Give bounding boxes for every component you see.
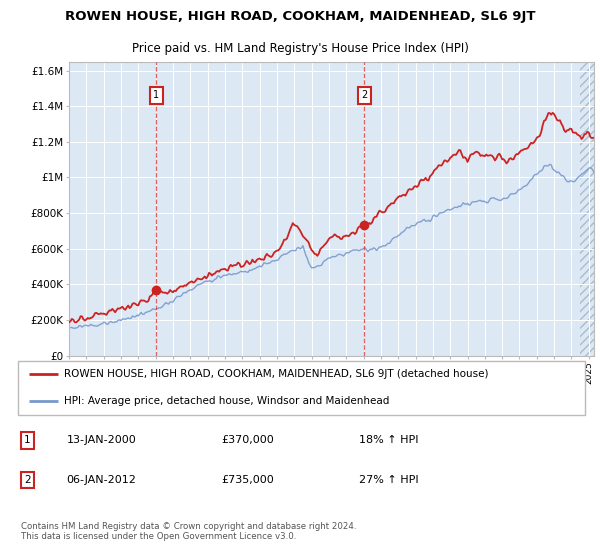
Text: HPI: Average price, detached house, Windsor and Maidenhead: HPI: Average price, detached house, Wind… (64, 396, 389, 407)
Text: Contains HM Land Registry data © Crown copyright and database right 2024.
This d: Contains HM Land Registry data © Crown c… (21, 522, 356, 542)
Text: 13-JAN-2000: 13-JAN-2000 (67, 435, 136, 445)
Text: 2: 2 (24, 475, 31, 485)
Text: 06-JAN-2012: 06-JAN-2012 (67, 475, 136, 485)
Text: 1: 1 (24, 435, 31, 445)
Text: ROWEN HOUSE, HIGH ROAD, COOKHAM, MAIDENHEAD, SL6 9JT (detached house): ROWEN HOUSE, HIGH ROAD, COOKHAM, MAIDENH… (64, 369, 488, 379)
Text: ROWEN HOUSE, HIGH ROAD, COOKHAM, MAIDENHEAD, SL6 9JT: ROWEN HOUSE, HIGH ROAD, COOKHAM, MAIDENH… (65, 10, 535, 24)
Text: 1: 1 (153, 91, 160, 100)
Text: Price paid vs. HM Land Registry's House Price Index (HPI): Price paid vs. HM Land Registry's House … (131, 42, 469, 55)
Text: 18% ↑ HPI: 18% ↑ HPI (359, 435, 418, 445)
FancyBboxPatch shape (18, 361, 585, 415)
Text: £735,000: £735,000 (221, 475, 274, 485)
Text: 27% ↑ HPI: 27% ↑ HPI (359, 475, 418, 485)
Bar (580, 62, 600, 356)
Text: 2: 2 (361, 91, 367, 100)
Text: £370,000: £370,000 (221, 435, 274, 445)
